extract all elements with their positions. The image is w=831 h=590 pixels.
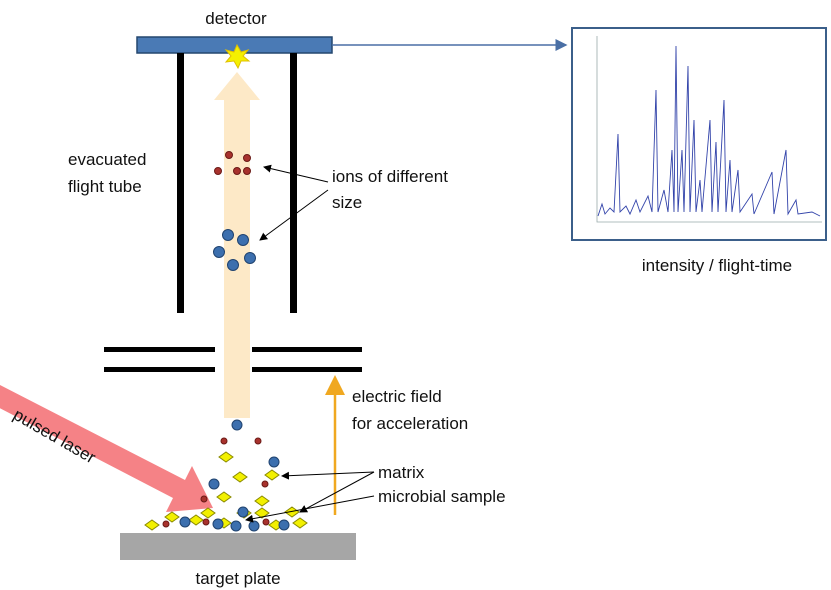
grid-plate bbox=[252, 347, 362, 352]
ions-label: ions of different bbox=[332, 167, 448, 186]
ions-arrow bbox=[259, 189, 329, 241]
ions-arrow bbox=[263, 164, 329, 183]
tube-wall bbox=[177, 53, 184, 313]
sample-label: microbial sample bbox=[378, 487, 506, 506]
ion-beam bbox=[214, 72, 260, 418]
flight-tube-label: flight tube bbox=[68, 177, 142, 196]
laser-beam bbox=[0, 385, 213, 512]
grid-plate bbox=[104, 367, 215, 372]
matrix-arrow bbox=[281, 471, 375, 480]
grid-plate bbox=[252, 367, 362, 372]
sample-small-ions bbox=[162, 437, 270, 528]
small-ions bbox=[214, 151, 251, 175]
grid-plate bbox=[104, 347, 215, 352]
ions-label: size bbox=[332, 193, 362, 212]
matrix-arrow bbox=[299, 471, 375, 513]
spectrum-axes bbox=[596, 36, 822, 223]
target-plate bbox=[120, 533, 356, 560]
sample-ions bbox=[179, 419, 290, 532]
large-ions bbox=[213, 229, 256, 271]
target-plate-label: target plate bbox=[195, 569, 280, 588]
field-label: for acceleration bbox=[352, 414, 468, 433]
tube-wall bbox=[290, 53, 297, 313]
flight-tube-label: evacuated bbox=[68, 150, 146, 169]
matrix-label: matrix bbox=[378, 463, 425, 482]
field-label: electric field bbox=[352, 387, 442, 406]
sample-arrow bbox=[245, 495, 375, 523]
detector-label: detector bbox=[205, 9, 267, 28]
spectrum-frame bbox=[571, 27, 827, 241]
spectrum-caption: intensity / flight-time bbox=[642, 256, 792, 275]
detector-burst bbox=[224, 43, 251, 70]
spectrum-trace bbox=[597, 45, 821, 217]
